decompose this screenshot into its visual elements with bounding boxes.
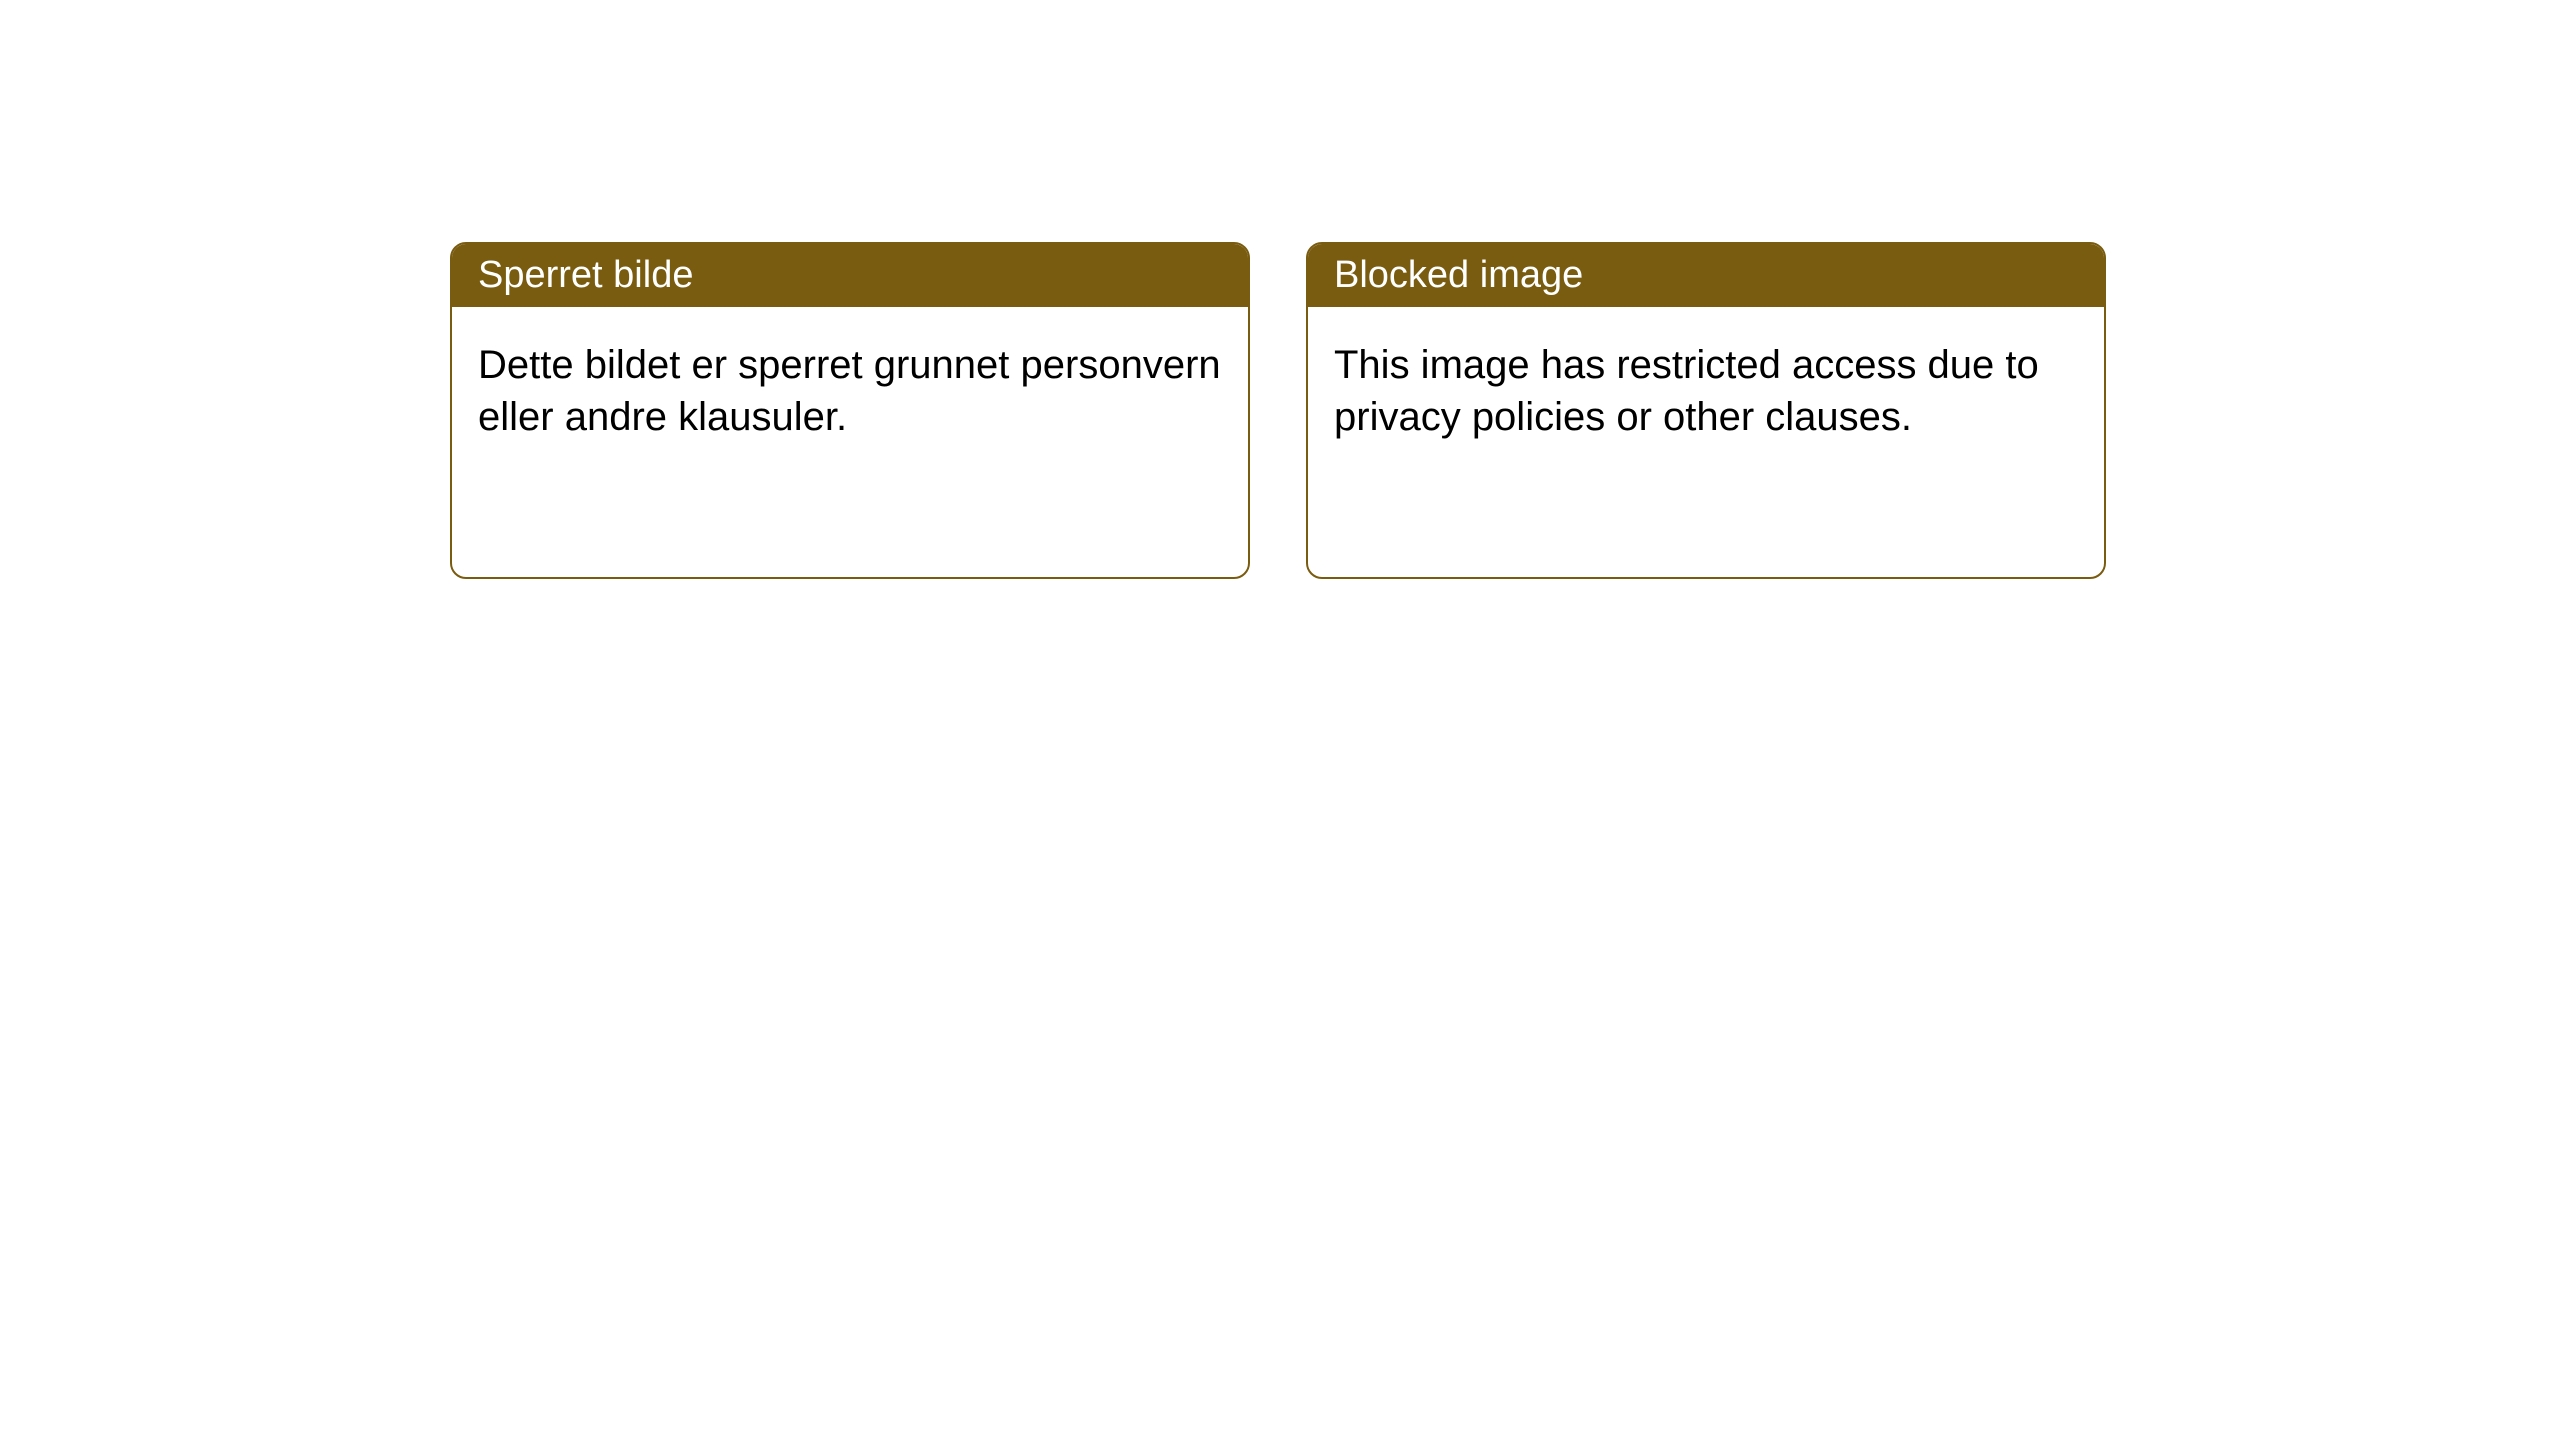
- notice-body: Dette bildet er sperret grunnet personve…: [452, 307, 1248, 577]
- notice-card-norwegian: Sperret bilde Dette bildet er sperret gr…: [450, 242, 1250, 579]
- notice-header: Blocked image: [1308, 244, 2104, 307]
- notice-container: Sperret bilde Dette bildet er sperret gr…: [450, 242, 2560, 579]
- notice-body: This image has restricted access due to …: [1308, 307, 2104, 577]
- notice-header: Sperret bilde: [452, 244, 1248, 307]
- notice-card-english: Blocked image This image has restricted …: [1306, 242, 2106, 579]
